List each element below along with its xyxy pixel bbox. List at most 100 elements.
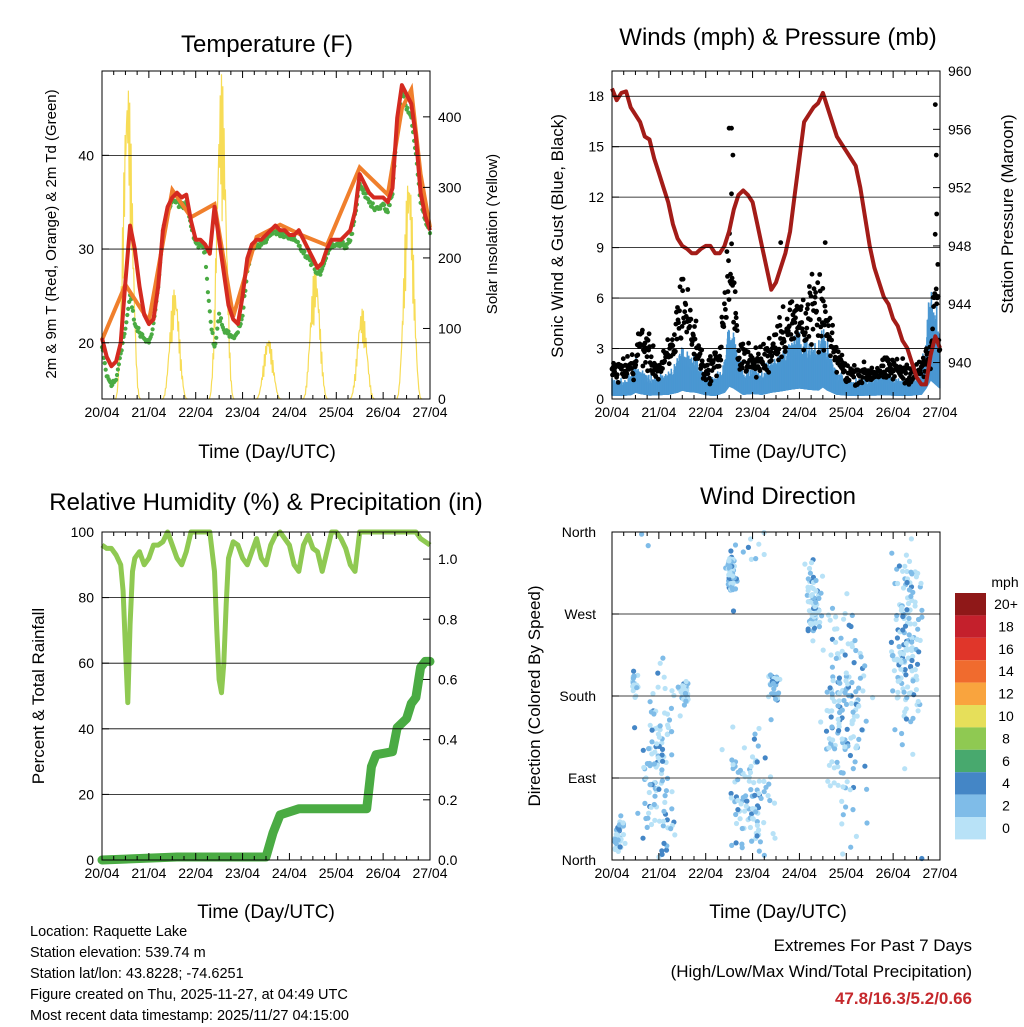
temperature-title: Temperature (F): [181, 31, 353, 58]
direction-point: [850, 807, 856, 813]
direction-point: [661, 840, 667, 847]
gust-point: [731, 319, 736, 325]
direction-point: [912, 621, 918, 627]
direction-point: [812, 610, 818, 616]
direction-point: [761, 789, 767, 795]
gust-point: [780, 330, 785, 335]
gust-point: [776, 346, 782, 352]
x-tick-label: 20/04: [84, 865, 119, 881]
direction-point: [805, 584, 811, 590]
direction-point: [657, 723, 663, 729]
gust-point: [776, 357, 781, 363]
direction-point: [898, 607, 905, 614]
dewpoint-point: [149, 332, 154, 337]
direction-point: [729, 842, 735, 849]
direction-point: [730, 587, 736, 593]
gust-point: [931, 304, 936, 309]
direction-point: [832, 746, 838, 752]
gust-point: [903, 370, 909, 376]
direction-point: [850, 734, 857, 740]
colorbar-unit: mph: [991, 574, 1018, 590]
gust-point: [733, 310, 739, 316]
gust-point: [736, 348, 742, 354]
direction-point: [743, 803, 749, 809]
gust-point: [680, 288, 685, 294]
direction-point: [719, 747, 725, 753]
x-tick-label: 24/04: [272, 865, 307, 881]
direction-point: [771, 686, 777, 692]
gust-point: [717, 353, 723, 359]
direction-point: [746, 778, 752, 784]
direction-point: [919, 607, 925, 613]
dewpoint-point: [297, 243, 302, 248]
direction-point: [646, 789, 652, 796]
direction-point: [893, 616, 899, 623]
y-tick-label: 40: [78, 721, 94, 737]
gust-point: [716, 363, 722, 369]
direction-point: [854, 743, 860, 749]
dewpoint-point: [302, 249, 307, 254]
direction-point: [864, 786, 870, 792]
gust-point: [733, 315, 739, 321]
direction-point: [751, 780, 757, 786]
direction-point: [908, 593, 914, 600]
colorbar-label: 16: [998, 641, 1014, 657]
gust-point: [787, 307, 793, 313]
dewpoint-point: [226, 329, 231, 334]
info-created: Figure created on Thu, 2025-11-27, at 04…: [30, 987, 348, 1003]
direction-point: [754, 819, 760, 825]
direction-point: [751, 736, 758, 742]
gust-point: [769, 353, 775, 359]
insolation-day-curve: [348, 308, 376, 400]
direction-point: [659, 778, 666, 784]
direction-point: [839, 736, 845, 742]
colorbar-swatch: [955, 794, 986, 817]
gust-point: [672, 332, 677, 338]
direction-point: [825, 612, 832, 618]
direction-point: [649, 727, 655, 733]
dewpoint-point: [295, 239, 300, 245]
dewpoint-point: [115, 367, 120, 372]
direction-point: [761, 852, 767, 858]
gust-point: [777, 323, 783, 328]
direction-point: [850, 709, 856, 715]
dewpoint-point: [131, 317, 136, 322]
direction-point: [659, 767, 665, 773]
y-tick-label: 948: [948, 238, 972, 254]
direction-point: [899, 730, 905, 737]
gust-point: [818, 324, 824, 330]
y-tick-label: 944: [948, 296, 972, 312]
direction-point: [656, 734, 663, 740]
direction-point: [655, 684, 661, 690]
dewpoint-point: [126, 306, 131, 311]
direction-point: [902, 709, 908, 715]
direction-point: [813, 588, 819, 594]
direction-point: [668, 826, 674, 832]
x-tick-label: 27/04: [412, 404, 447, 420]
direction-point: [894, 695, 900, 701]
gust-point: [892, 374, 897, 379]
direction-point: [895, 678, 901, 684]
direction-point: [903, 672, 909, 678]
gust-point: [753, 374, 759, 380]
gust-point: [731, 280, 737, 286]
gust-point: [814, 322, 820, 328]
direction-point: [681, 702, 688, 708]
direction-point: [828, 652, 834, 658]
gust-point: [833, 344, 839, 350]
winds-axes: 0 3 6 9 12 15 18 940 944 948 952 956 960 20/04 21/04 22…: [588, 63, 971, 420]
gust-point: [777, 315, 782, 320]
y-tick-label: 40: [78, 147, 94, 163]
direction-point: [900, 585, 907, 591]
humidity-axes: 0 20 40 60 80 100 0.0 0.2 0.4 0.6 0.8 1.0 20/04 21/04…: [71, 524, 458, 881]
gust-point: [930, 326, 935, 332]
direction-point: [668, 705, 675, 712]
gust-point: [642, 340, 648, 346]
direction-point: [840, 784, 846, 790]
direction-point: [813, 577, 819, 584]
y-tick-label: 940: [948, 355, 972, 371]
gust-point: [766, 369, 772, 375]
gust-point: [932, 231, 938, 237]
gust-point: [734, 323, 740, 328]
gust-point: [809, 271, 815, 277]
